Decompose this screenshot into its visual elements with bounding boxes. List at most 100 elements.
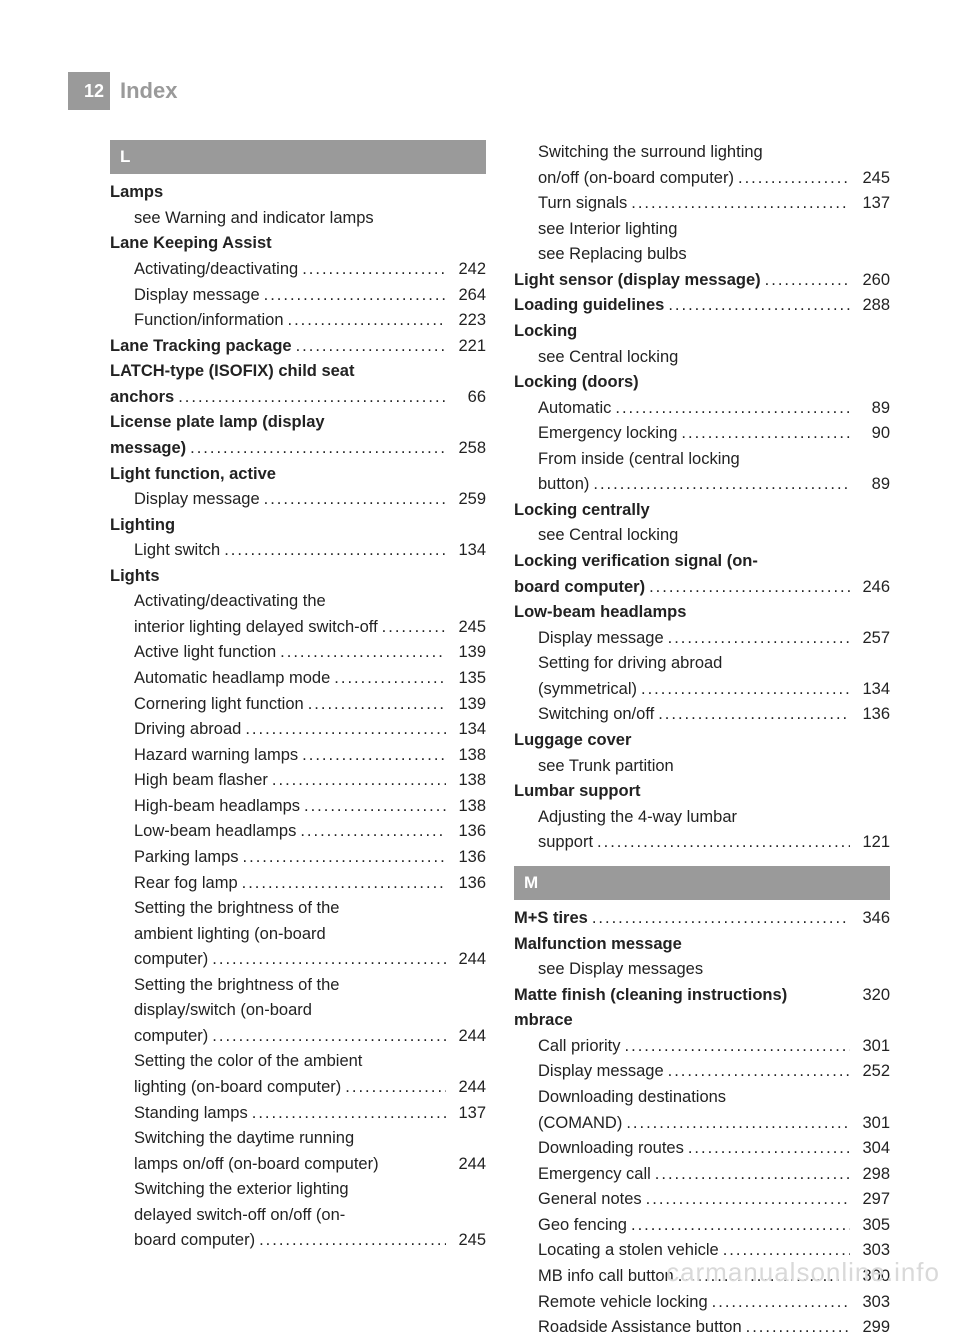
index-entry: Lights	[110, 564, 486, 590]
index-entry-label: Lane Tracking package	[110, 334, 292, 360]
leader-dots	[742, 1315, 850, 1341]
index-entry-label: message)	[110, 436, 186, 462]
index-entry: see Display messages	[514, 957, 890, 983]
index-entry: Setting the brightness of the	[110, 973, 486, 999]
index-entry-label: Downloading routes	[514, 1136, 684, 1162]
index-entry-label: Roadside Assistance button	[514, 1315, 742, 1341]
index-entry: Low-beam headlamps136	[110, 819, 486, 845]
index-entry-label: Function/information	[110, 308, 284, 334]
index-entry: Active light function139	[110, 640, 486, 666]
index-entry-label: Call priority	[514, 1034, 621, 1060]
leader-dots	[654, 702, 850, 728]
index-page-ref: 138	[446, 794, 486, 820]
index-entry-label: Switching the daytime running	[110, 1126, 354, 1152]
index-entry-label: Setting for driving abroad	[514, 651, 722, 677]
index-entry-label: High-beam headlamps	[110, 794, 300, 820]
index-page-ref: 288	[850, 293, 890, 319]
index-entry-label: Remote vehicle locking	[514, 1290, 708, 1316]
index-entry: Geo fencing305	[514, 1213, 890, 1239]
index-page-ref: 245	[446, 1228, 486, 1254]
index-entry: lamps on/off (on-board computer)244	[110, 1152, 486, 1178]
index-entry: Driving abroad134	[110, 717, 486, 743]
index-page-ref: 121	[850, 830, 890, 856]
index-page-ref: 221	[446, 334, 486, 360]
index-entry-label: Display message	[514, 626, 664, 652]
index-entry-label: Standing lamps	[110, 1101, 248, 1127]
index-page-ref: 246	[850, 575, 890, 601]
index-entry: Roadside Assistance button 299	[514, 1315, 890, 1341]
index-entry: Downloading routes304	[514, 1136, 890, 1162]
index-entry: interior lighting delayed switch-off .24…	[110, 615, 486, 641]
index-entry-label: Locking verification signal (on-	[514, 549, 758, 575]
index-page-ref: 245	[850, 166, 890, 192]
index-entry-label: (COMAND)	[514, 1111, 622, 1137]
leader-dots	[298, 257, 446, 283]
index-entry: see Replacing bulbs	[514, 242, 890, 268]
index-entry-label: Low-beam headlamps	[110, 819, 296, 845]
index-entry: delayed switch-off on/off (on-	[110, 1203, 486, 1229]
index-entry-label: Geo fencing	[514, 1213, 627, 1239]
index-entry: Emergency locking90	[514, 421, 890, 447]
index-entry-label: see Warning and indicator lamps	[110, 206, 374, 232]
index-page-ref: 320	[850, 983, 890, 1009]
leader-dots	[300, 794, 446, 820]
watermark: carmanualsonline.info	[666, 1257, 940, 1288]
index-entry-label: Setting the brightness of the	[110, 973, 339, 999]
index-page-ref: 346	[850, 906, 890, 932]
index-entry: Switching the surround lighting	[514, 140, 890, 166]
index-entry-label: see Display messages	[514, 957, 703, 983]
index-entry: Rear fog lamp136	[110, 871, 486, 897]
index-entry: Switching the exterior lighting	[110, 1177, 486, 1203]
leader-dots	[248, 1101, 446, 1127]
index-entry-label: Lights	[110, 564, 160, 590]
index-entry: Loading guidelines288	[514, 293, 890, 319]
index-entry: Function/information223	[110, 308, 486, 334]
index-entry: support121	[514, 830, 890, 856]
index-entry: Parking lamps136	[110, 845, 486, 871]
leader-dots	[734, 166, 850, 192]
index-entry: Locking	[514, 319, 890, 345]
index-entry: LATCH-type (ISOFIX) child seat	[110, 359, 486, 385]
index-entry: Turn signals137	[514, 191, 890, 217]
leader-dots	[621, 1034, 850, 1060]
index-entry-label: Driving abroad	[110, 717, 241, 743]
index-entry: Switching the daytime running	[110, 1126, 486, 1152]
leader-dots	[238, 871, 446, 897]
index-entry-label: lighting (on-board computer)	[110, 1075, 341, 1101]
index-entry: (COMAND)301	[514, 1111, 890, 1137]
index-entry-label: Locking (doors)	[514, 370, 639, 396]
leader-dots	[208, 1024, 446, 1050]
leader-dots	[684, 1136, 850, 1162]
leader-dots	[239, 845, 446, 871]
index-page-ref: 264	[446, 283, 486, 309]
index-entry: Light sensor (display message)260	[514, 268, 890, 294]
index-entry-label: Switching on/off	[514, 702, 654, 728]
index-page-ref: 299	[850, 1315, 890, 1341]
leader-dots	[642, 1187, 850, 1213]
index-page-ref: 298	[850, 1162, 890, 1188]
index-entry-label: computer)	[110, 947, 208, 973]
index-entry-label: see Interior lighting	[514, 217, 677, 243]
index-page-ref: 244	[446, 947, 486, 973]
index-entry-label: board computer)	[514, 575, 645, 601]
index-page-ref: 137	[850, 191, 890, 217]
index-entry: Lane Keeping Assist	[110, 231, 486, 257]
index-page-ref: 245	[446, 615, 486, 641]
index-entry-label: Active light function	[110, 640, 276, 666]
index-entry: License plate lamp (display	[110, 410, 486, 436]
index-page-ref: 242	[446, 257, 486, 283]
index-columns: LLampssee Warning and indicator lampsLan…	[110, 140, 890, 1341]
index-entry: Lamps	[110, 180, 486, 206]
index-entry: see Trunk partition	[514, 754, 890, 780]
leader-dots	[588, 906, 850, 932]
index-entry: Locking centrally	[514, 498, 890, 524]
leader-dots	[208, 947, 446, 973]
index-entry-label: Locking centrally	[514, 498, 650, 524]
index-entry: Remote vehicle locking303	[514, 1290, 890, 1316]
leader-dots	[220, 538, 446, 564]
page: 12 Index LLampssee Warning and indicator…	[0, 0, 960, 1302]
header-bar: 12 Index	[68, 72, 177, 110]
index-entry-label: Malfunction message	[514, 932, 682, 958]
section-letter: M	[514, 866, 890, 900]
index-page-ref: 139	[446, 692, 486, 718]
